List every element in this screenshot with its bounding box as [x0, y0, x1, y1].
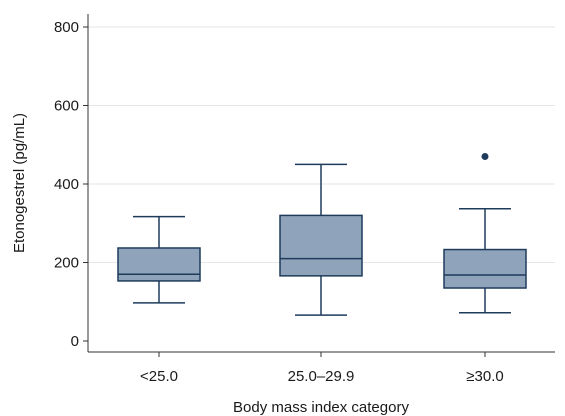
- y-axis-title: Etonogestrel (pg/mL): [11, 113, 28, 253]
- y-tick-label: 600: [54, 98, 79, 115]
- x-tick-label: 25.0–29.9: [288, 368, 355, 385]
- x-axis-title: Body mass index category: [233, 399, 409, 416]
- tick-layer: 0 200 400 600 800 <25.0 25.0–29.9 ≥30.0: [54, 19, 504, 385]
- y-tick-label: 200: [54, 255, 79, 272]
- x-tick-label: <25.0: [140, 368, 178, 385]
- outlier-point: [481, 153, 489, 161]
- y-tick-label: 400: [54, 176, 79, 193]
- box-group: [443, 153, 527, 314]
- box-group: [117, 215, 201, 304]
- iqr-box: [279, 214, 363, 277]
- iqr-box: [443, 248, 527, 289]
- box-group: [279, 163, 363, 316]
- x-tick-label: ≥30.0: [466, 368, 503, 385]
- iqr-box: [117, 247, 201, 282]
- box-layer: [117, 153, 527, 316]
- y-tick-label: 0: [71, 333, 79, 350]
- y-tick-label: 800: [54, 19, 79, 36]
